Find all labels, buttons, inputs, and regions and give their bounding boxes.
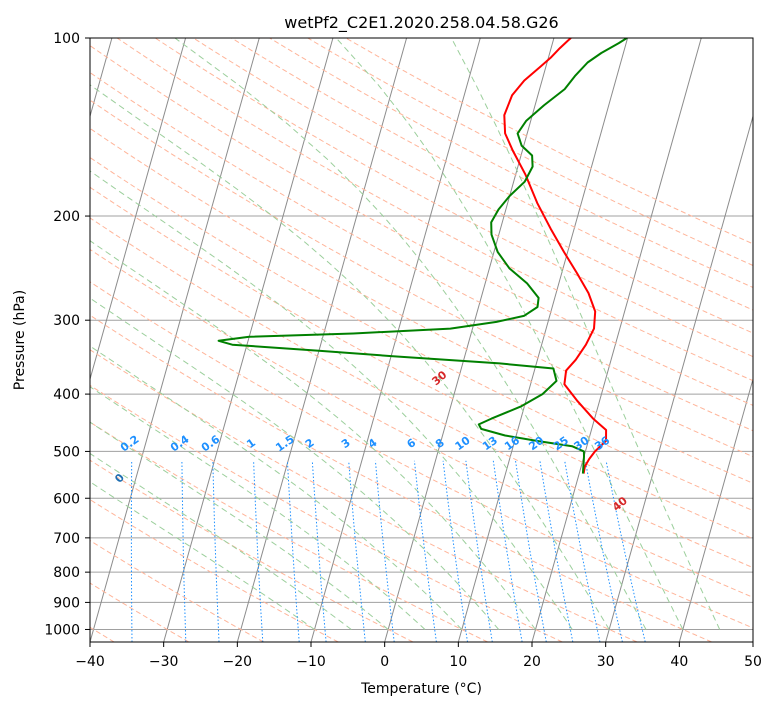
dry-adiabat-line [90,156,753,512]
dry-adiabat-line [90,421,488,642]
y-tick-label: 800 [53,565,80,581]
moist-adiabat-line [90,170,573,630]
dry-adiabat-line [231,38,753,311]
dry-adiabat-line [90,99,753,458]
dry-adiabat-line [90,45,753,406]
x-tick-label: −10 [296,654,326,670]
dry-adiabat-line [345,38,753,245]
x-tick-label: 30 [597,654,615,670]
mixing-ratio-line [492,460,523,642]
x-tick-label: 50 [744,654,762,670]
isotherm-line [605,114,753,642]
mixing-ratio-line [348,460,366,642]
isotherm-line [752,640,753,642]
isotherm-line [457,38,629,642]
isotherm-line [90,38,187,381]
x-axis-label: Temperature (°C) [360,681,482,697]
moist-adiabat-line [174,38,647,630]
mixing-ratio-line [584,460,623,642]
x-tick-label: 10 [449,654,467,670]
dry-adiabat-line [90,384,563,642]
dry-adiabat-line [307,38,753,267]
x-tick-label: 20 [523,654,541,670]
dry-adiabat-line [90,71,753,432]
mixing-ratio-line [253,460,264,642]
isotherm-line [236,38,408,642]
mixing-ratio-line [564,460,601,642]
moist-adiabat-line [335,38,684,630]
y-axis-label: Pressure (hPa) [12,290,28,390]
x-tick-label: −40 [75,654,105,670]
dry-adiabat-line [116,38,753,382]
x-tick-label: 40 [670,654,688,670]
isotherm-line [531,38,702,642]
y-tick-label: 700 [53,531,80,547]
chart-title: wetPf2_C2E1.2020.258.04.58.G26 [284,13,558,33]
x-tick-label: 0 [380,654,389,670]
moist-adiabat-line [90,421,389,630]
mixing-ratio-line [130,460,133,642]
y-tick-label: 600 [53,491,80,507]
temperature-profile-line [503,38,608,474]
moist-adiabat-line [90,481,315,630]
dry-adiabat-line [90,248,753,598]
dry-adiabat-line [90,127,753,484]
mixing-ratio-line [82,461,85,642]
background-lines [82,38,753,642]
mixing-ratio-line [515,460,547,642]
isotherm-line [678,377,753,642]
mixing-ratio-line [374,460,395,642]
dry-adiabat-line [90,217,753,569]
axes: −40 −30 −20 −10 0 10 20 30 40 50 100 200 300 400 500 60… [44,31,762,670]
y-tick-label: 400 [53,387,80,403]
y-tick-label: 200 [53,209,80,225]
mixing-ratio-line [212,460,220,642]
plot-frame [89,37,754,643]
y-tick-label: 900 [53,595,80,611]
profile-lines [217,38,628,474]
dry-adiabat-line [90,349,638,642]
y-tick-label: 1000 [44,622,80,638]
y-tick-label: 500 [53,444,80,460]
moist-adiabat-line [90,297,500,630]
dry-adiabat-line [154,38,753,358]
moist-adiabat-line [90,240,536,630]
plot-background [90,38,753,642]
dry-adiabat-line [193,38,753,334]
mixing-ratio-line [181,460,187,642]
isotherm-line [90,38,260,642]
moist-adiabat-line [90,386,426,630]
mixing-ratio-line [465,460,493,642]
dewpoint-profile-line [217,38,628,474]
mixing-ratio-line [286,460,300,642]
y-tick-label: 100 [53,31,80,47]
mixing-ratio-line [442,460,468,642]
moist-adiabat-line [90,84,610,630]
x-tick-label: −30 [149,654,179,670]
mixing-ratio-line [311,460,327,642]
isotherm-line [384,38,555,642]
mixing-ratio-line [539,460,574,642]
moist-adiabat-line [90,452,352,630]
y-tick-label: 300 [53,313,80,329]
dry-adiabat-line [90,281,753,629]
mixing-ratio-line [413,460,437,642]
dry-adiabat-line [90,314,712,642]
x-tick-label: −20 [223,654,253,670]
mixing-ratio-line [605,460,646,642]
